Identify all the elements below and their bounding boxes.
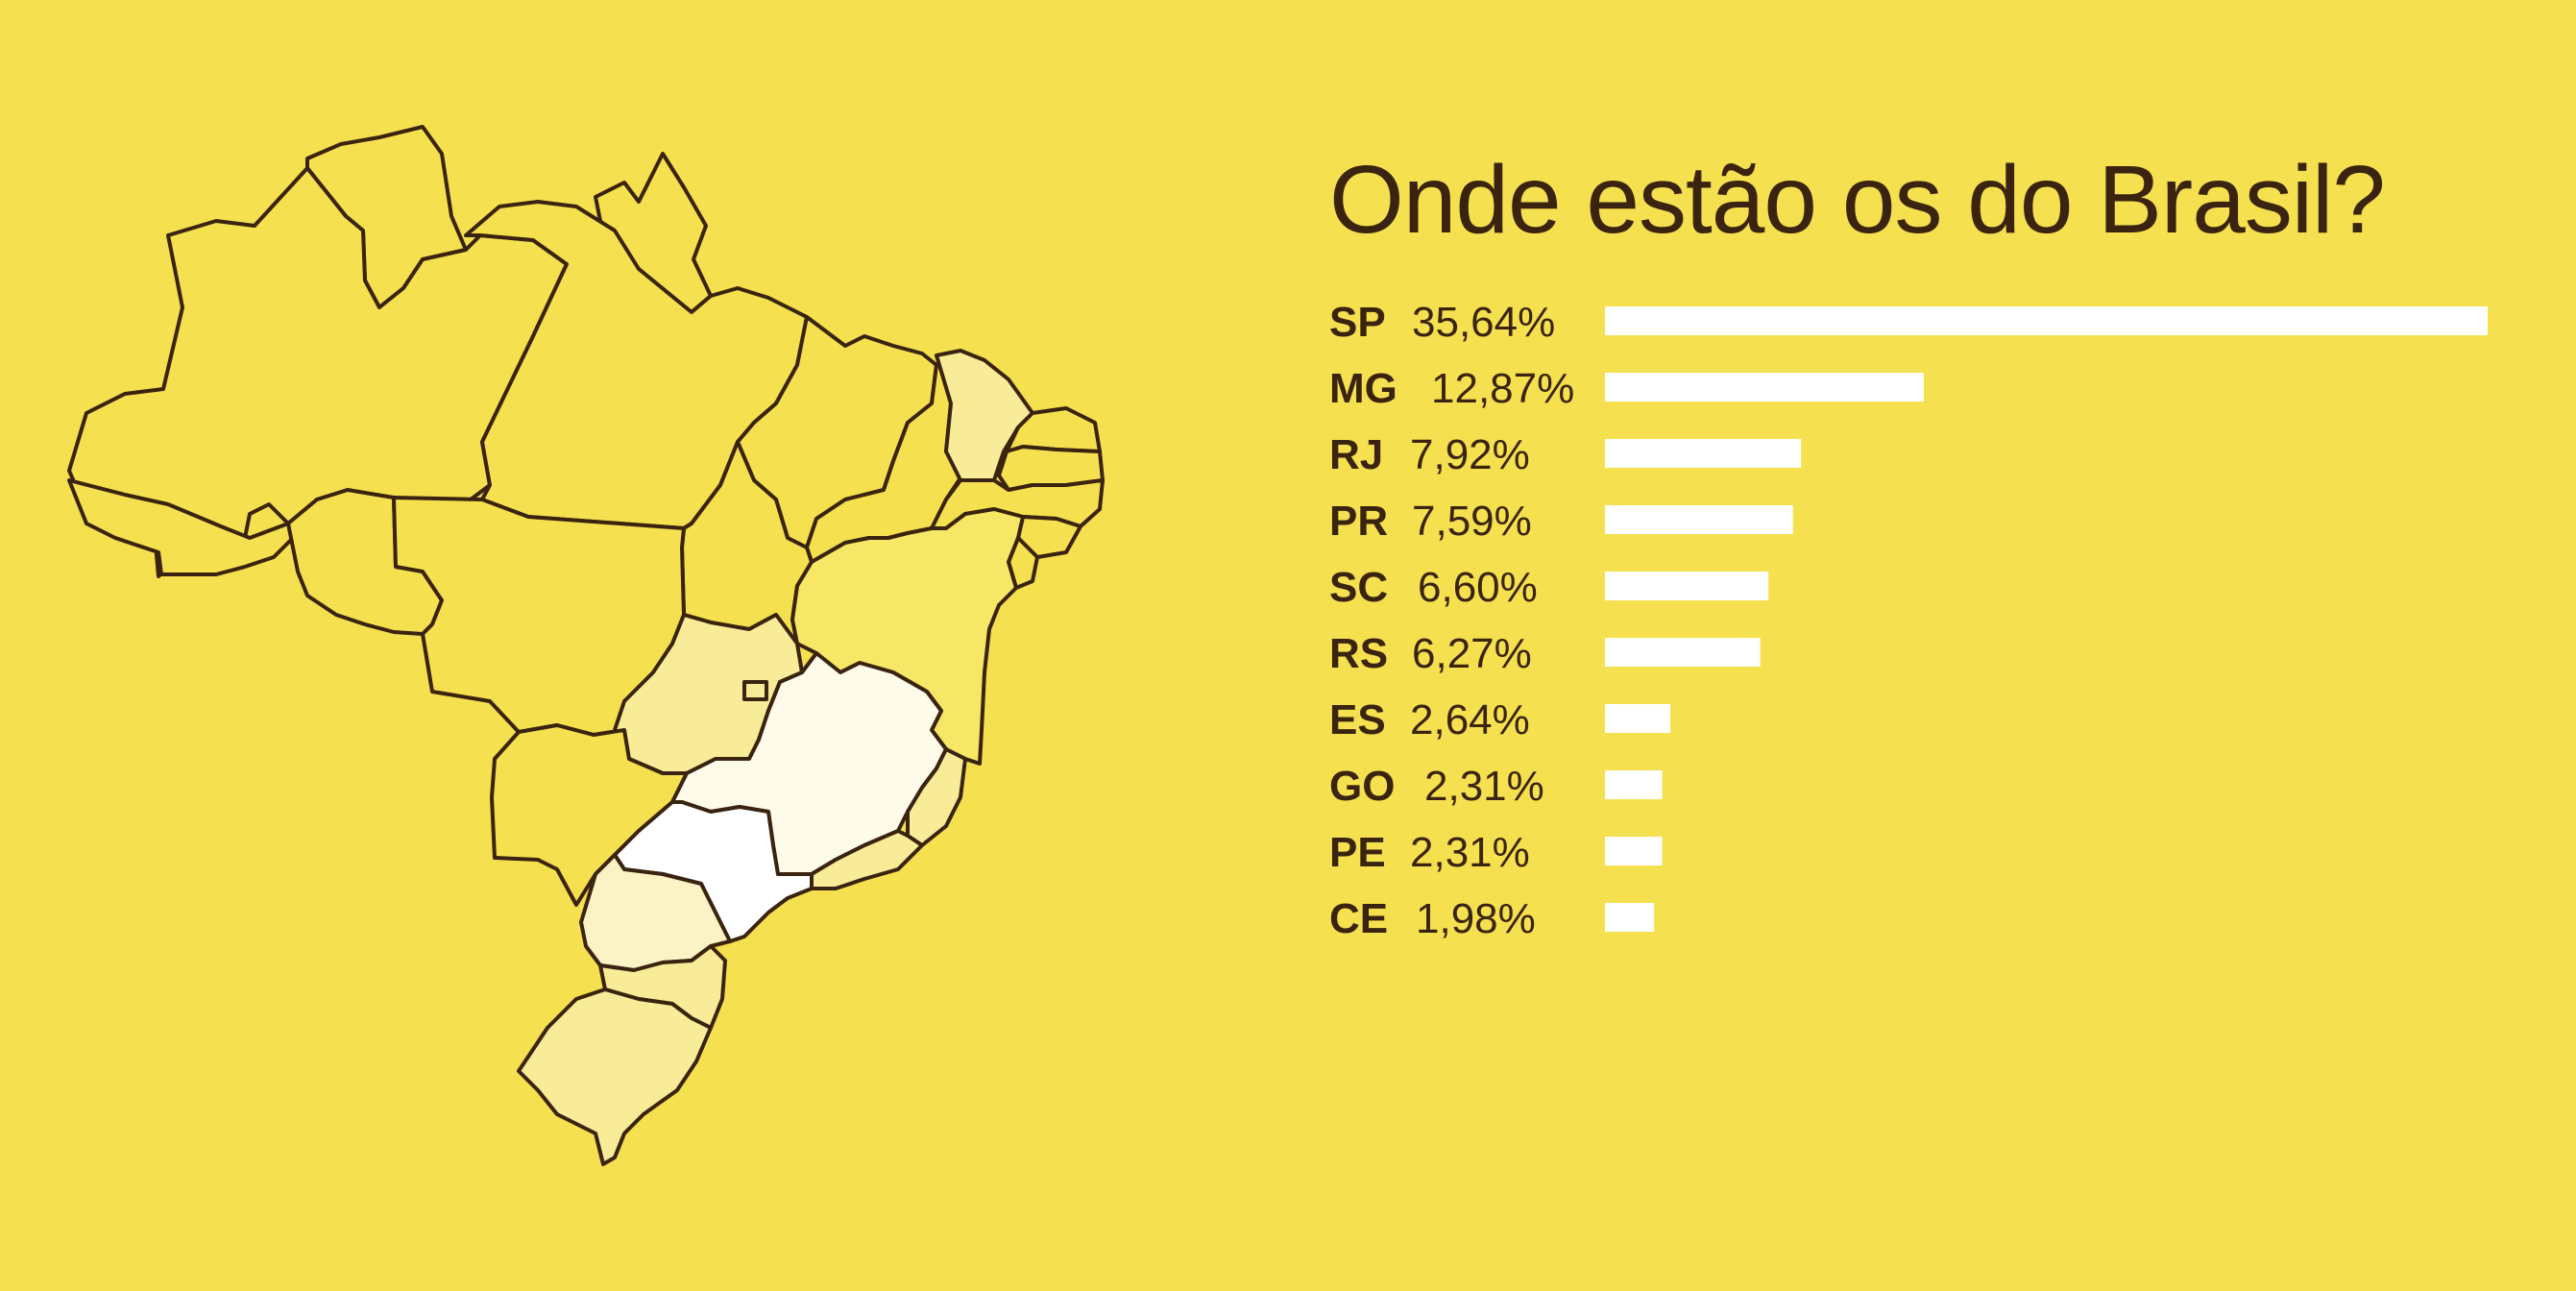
bar-label-sp: SP	[1329, 299, 1386, 346]
bar-sp	[1605, 306, 2488, 335]
bar-value-label-go: 2,31%	[1424, 763, 1544, 810]
bar-value-label-sp: 35,64%	[1412, 299, 1555, 346]
bar-value-label-sc: 6,60%	[1418, 564, 1538, 611]
bar-label-es: ES	[1329, 696, 1386, 743]
bar-sc	[1605, 572, 1769, 600]
bar-pe	[1605, 837, 1663, 865]
brazil-state-map	[67, 125, 1105, 1166]
bar-es	[1605, 704, 1671, 733]
bar-label-rs: RS	[1329, 630, 1388, 677]
bar-mg	[1605, 373, 1924, 402]
bar-value-label-ce: 1,98%	[1416, 895, 1536, 942]
bar-rs	[1605, 638, 1761, 667]
bar-value-label-pe: 2,31%	[1410, 829, 1530, 876]
bar-label-pe: PE	[1329, 829, 1386, 876]
chart-title: Onde estão os do Brasil?	[1329, 146, 2386, 254]
bar-rj	[1605, 439, 1802, 468]
bar-label-go: GO	[1329, 763, 1395, 810]
bar-value-label-mg: 12,87%	[1431, 365, 1574, 412]
bar-label-pr: PR	[1329, 498, 1388, 545]
bar-go	[1605, 770, 1663, 799]
map-state-ac	[67, 478, 300, 576]
map-state-df	[742, 680, 768, 701]
bar-value-label-es: 2,64%	[1410, 696, 1530, 743]
bar-value-label-rs: 6,27%	[1412, 630, 1532, 677]
bar-ce	[1605, 903, 1655, 932]
bar-label-rj: RJ	[1329, 431, 1383, 478]
bar-label-sc: SC	[1329, 564, 1388, 611]
bar-label-ce: CE	[1329, 895, 1388, 942]
bar-value-label-rj: 7,92%	[1410, 431, 1530, 478]
bar-label-mg: MG	[1329, 365, 1397, 412]
bar-pr	[1605, 505, 1793, 534]
bar-value-label-pr: 7,59%	[1412, 498, 1532, 545]
map-state-rs	[517, 987, 713, 1166]
